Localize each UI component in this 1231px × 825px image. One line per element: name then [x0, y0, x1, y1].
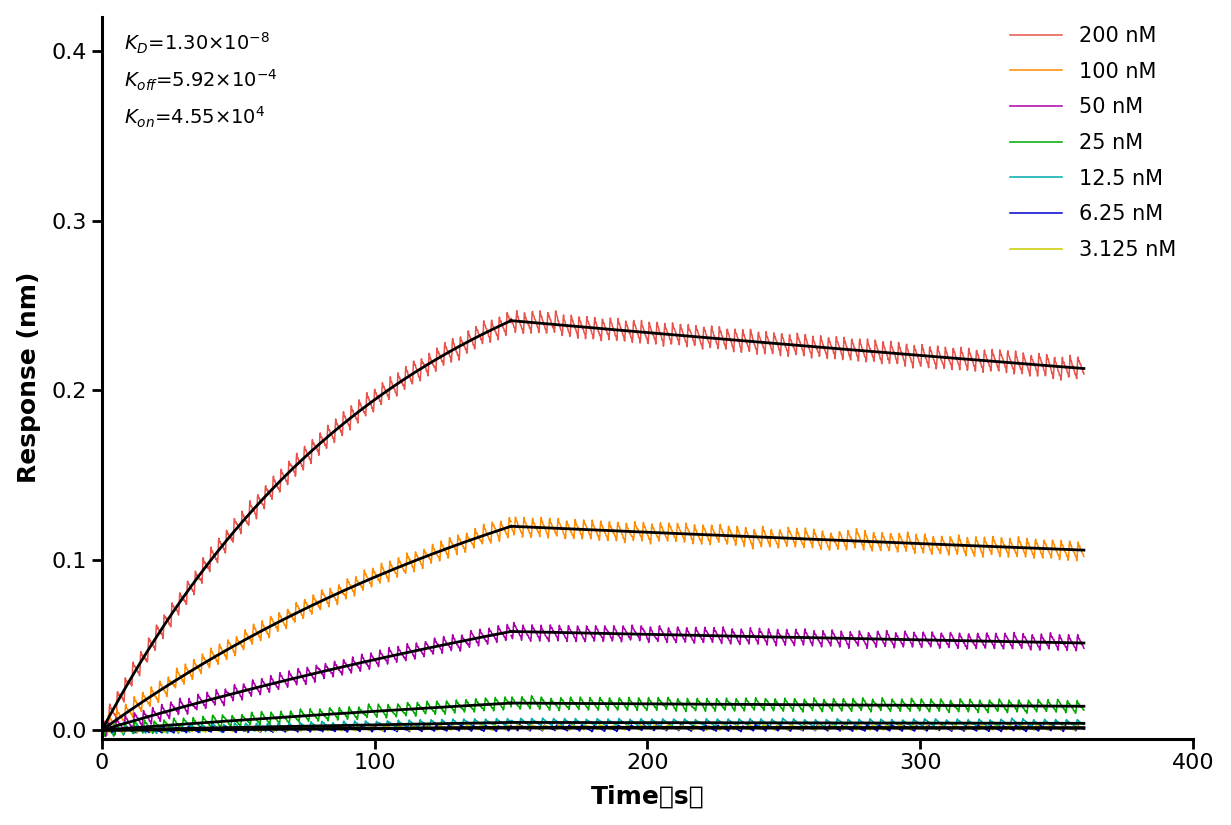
6.25 nM: [454, 720, 469, 730]
12.5 nM: [309, 722, 324, 732]
200 nM: [149, 620, 164, 630]
12.5 nM: [490, 714, 505, 724]
50 nM: [503, 627, 518, 637]
100 nM: [100, 730, 114, 740]
100 nM: [272, 610, 287, 620]
6.25 nM: [164, 726, 178, 736]
6.25 nM: [503, 720, 518, 730]
6.25 nM: [272, 724, 287, 733]
3.125 nM: [503, 722, 518, 732]
50 nM: [319, 659, 334, 669]
6.25 nM: [95, 723, 110, 733]
50 nM: [310, 663, 325, 673]
3.125 nM: [459, 720, 474, 730]
25 nM: [95, 728, 110, 738]
200 nM: [164, 617, 178, 627]
Line: 50 nM: 50 nM: [102, 625, 511, 737]
100 nM: [319, 594, 334, 604]
50 nM: [272, 670, 287, 680]
Text: $K_D$=1.30×10$^{-8}$
$K_{off}$=5.92×10$^{-4}$
$K_{on}$=4.55×10$^4$: $K_D$=1.30×10$^{-8}$ $K_{off}$=5.92×10$^…: [123, 31, 277, 130]
100 nM: [95, 720, 110, 730]
50 nM: [500, 620, 515, 629]
3.125 nM: [164, 724, 178, 734]
50 nM: [98, 732, 113, 742]
200 nM: [500, 308, 515, 318]
50 nM: [233, 691, 247, 700]
200 nM: [233, 524, 247, 534]
12.5 nM: [149, 728, 164, 738]
100 nM: [503, 517, 518, 527]
25 nM: [503, 701, 518, 711]
Line: 12.5 nM: 12.5 nM: [102, 719, 511, 734]
25 nM: [319, 712, 334, 722]
100 nM: [164, 677, 178, 687]
200 nM: [101, 724, 116, 733]
25 nM: [233, 722, 247, 732]
3.125 nM: [310, 721, 325, 731]
X-axis label: Time（s）: Time（s）: [591, 785, 704, 808]
25 nM: [96, 731, 111, 741]
3.125 nM: [233, 724, 247, 733]
Line: 100 nM: 100 nM: [102, 517, 511, 735]
100 nM: [310, 600, 325, 610]
200 nM: [95, 713, 110, 723]
100 nM: [502, 512, 517, 522]
6.25 nM: [233, 724, 247, 733]
Line: 25 nM: 25 nM: [102, 697, 511, 736]
6.25 nM: [319, 722, 334, 732]
12.5 nM: [503, 717, 518, 727]
Y-axis label: Response (nm): Response (nm): [17, 272, 41, 483]
12.5 nM: [272, 720, 287, 730]
200 nM: [272, 487, 287, 497]
25 nM: [149, 719, 164, 729]
25 nM: [310, 714, 325, 724]
6.25 nM: [310, 724, 325, 734]
25 nM: [272, 719, 287, 728]
12.5 nM: [95, 729, 110, 739]
200 nM: [319, 440, 334, 450]
Line: 6.25 nM: 6.25 nM: [102, 725, 511, 733]
12.5 nM: [164, 722, 178, 732]
6.25 nM: [149, 724, 164, 734]
200 nM: [310, 446, 325, 455]
50 nM: [95, 725, 110, 735]
100 nM: [233, 639, 247, 648]
6.25 nM: [166, 728, 181, 738]
12.5 nM: [233, 724, 247, 733]
50 nM: [164, 697, 178, 707]
3.125 nM: [149, 724, 164, 734]
25 nM: [164, 724, 178, 733]
100 nM: [149, 694, 164, 704]
50 nM: [149, 710, 164, 719]
3.125 nM: [319, 724, 334, 734]
200 nM: [503, 318, 518, 328]
12.5 nM: [318, 719, 332, 729]
3.125 nM: [95, 724, 110, 734]
Legend: 200 nM, 100 nM, 50 nM, 25 nM, 12.5 nM, 6.25 nM, 3.125 nM: 200 nM, 100 nM, 50 nM, 25 nM, 12.5 nM, 6…: [1004, 20, 1183, 266]
3.125 nM: [272, 724, 287, 733]
3.125 nM: [116, 728, 130, 738]
Line: 3.125 nM: 3.125 nM: [102, 725, 511, 733]
25 nM: [497, 692, 512, 702]
Line: 200 nM: 200 nM: [102, 313, 511, 728]
